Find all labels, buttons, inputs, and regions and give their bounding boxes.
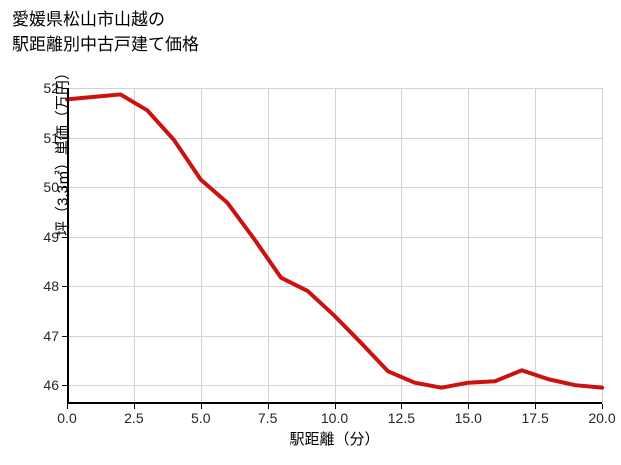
- x-tick-label: 0.0: [57, 410, 77, 426]
- y-tick-label: 47: [43, 327, 59, 344]
- chart-title-line-1: 愛媛県松山市山越の: [12, 10, 165, 29]
- x-tick-mark: [401, 404, 403, 409]
- series-polyline: [65, 92, 604, 390]
- line-series: [65, 92, 604, 390]
- y-tick-mark: [62, 335, 67, 337]
- y-tick-label: 51: [43, 129, 59, 146]
- gridline-vertical: [468, 88, 470, 404]
- gridline-vertical: [535, 88, 537, 404]
- x-tick-label: 17.5: [521, 410, 549, 426]
- x-tick-mark: [200, 404, 202, 409]
- x-tick-label: 5.0: [191, 410, 211, 426]
- x-axis-label: 駅距離（分）: [289, 431, 380, 448]
- x-tick-mark: [468, 404, 470, 409]
- x-tick-label: 12.5: [387, 410, 415, 426]
- y-tick-mark: [62, 385, 67, 387]
- y-tick-mark: [62, 88, 67, 89]
- y-tick-label: 50: [43, 179, 59, 196]
- x-tick-label: 15.0: [454, 410, 482, 426]
- x-tick-label: 10.0: [320, 410, 349, 426]
- y-tick-label: 46: [43, 377, 59, 394]
- x-tick-label: 7.5: [257, 410, 278, 426]
- y-tick-label: 52: [43, 80, 59, 96]
- chart-title: 愛媛県松山市山越の駅距離別中古戸建て価格: [12, 7, 199, 57]
- gridline-vertical: [602, 88, 603, 404]
- y-tick-label: 49: [43, 228, 59, 245]
- gridline-vertical: [267, 88, 269, 404]
- x-tick-mark: [602, 404, 603, 409]
- x-tick-label: 20.0: [588, 410, 616, 426]
- y-tick-mark: [62, 137, 67, 139]
- chart-title-line-2: 駅距離別中古戸建て価格: [12, 35, 199, 54]
- x-tick-mark: [334, 404, 336, 409]
- x-tick-mark: [133, 404, 135, 409]
- plot-area: 46 47 48 49 50 51 52 0.0 2.5 5.0 7.5 10.0 12.5 15.0 1…: [43, 80, 615, 426]
- gridline-vertical: [334, 88, 336, 404]
- y-tick-mark: [62, 236, 67, 238]
- plot-frame: [67, 88, 602, 404]
- x-tick-mark: [67, 404, 68, 409]
- y-tick-label: 48: [43, 278, 59, 295]
- y-tick-mark: [62, 187, 67, 189]
- x-tick-mark: [535, 404, 537, 409]
- x-tick-mark: [267, 404, 269, 409]
- gridline-vertical: [200, 88, 202, 404]
- x-tick-label: 2.5: [124, 410, 144, 426]
- y-tick-mark: [62, 286, 67, 288]
- gridline-vertical: [401, 88, 403, 404]
- gridline-vertical: [133, 88, 135, 404]
